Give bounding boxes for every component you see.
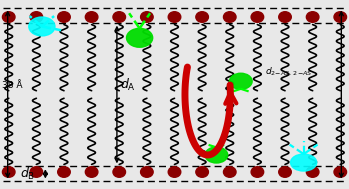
Ellipse shape	[168, 167, 181, 177]
Ellipse shape	[141, 12, 153, 22]
Ellipse shape	[306, 167, 319, 177]
Ellipse shape	[223, 167, 236, 177]
Ellipse shape	[58, 167, 70, 177]
Ellipse shape	[279, 167, 291, 177]
Ellipse shape	[251, 12, 263, 22]
Ellipse shape	[2, 12, 15, 22]
Ellipse shape	[126, 28, 153, 47]
Ellipse shape	[196, 167, 208, 177]
Ellipse shape	[196, 12, 208, 22]
Text: 38 Å: 38 Å	[2, 81, 22, 90]
Ellipse shape	[85, 12, 98, 22]
Ellipse shape	[251, 167, 263, 177]
Ellipse shape	[229, 73, 252, 89]
Ellipse shape	[223, 12, 236, 22]
Ellipse shape	[279, 12, 291, 22]
Ellipse shape	[30, 167, 43, 177]
Ellipse shape	[30, 12, 43, 22]
Ellipse shape	[306, 12, 319, 22]
Ellipse shape	[168, 12, 181, 22]
Ellipse shape	[290, 154, 317, 171]
Ellipse shape	[113, 167, 126, 177]
Ellipse shape	[2, 167, 15, 177]
Ellipse shape	[334, 12, 347, 22]
Ellipse shape	[205, 147, 228, 163]
Ellipse shape	[85, 167, 98, 177]
Text: $d_{\mathrm{B}}$: $d_{\mathrm{B}}$	[20, 166, 36, 182]
Ellipse shape	[141, 167, 153, 177]
Ellipse shape	[113, 12, 126, 22]
Ellipse shape	[29, 17, 55, 36]
Ellipse shape	[58, 12, 70, 22]
Ellipse shape	[334, 167, 347, 177]
Text: $d_{2\!-\!AS,\,2\!-\!AS}$: $d_{2\!-\!AS,\,2\!-\!AS}$	[265, 66, 313, 78]
Text: $d_{\mathrm{A}}$: $d_{\mathrm{A}}$	[120, 77, 136, 93]
